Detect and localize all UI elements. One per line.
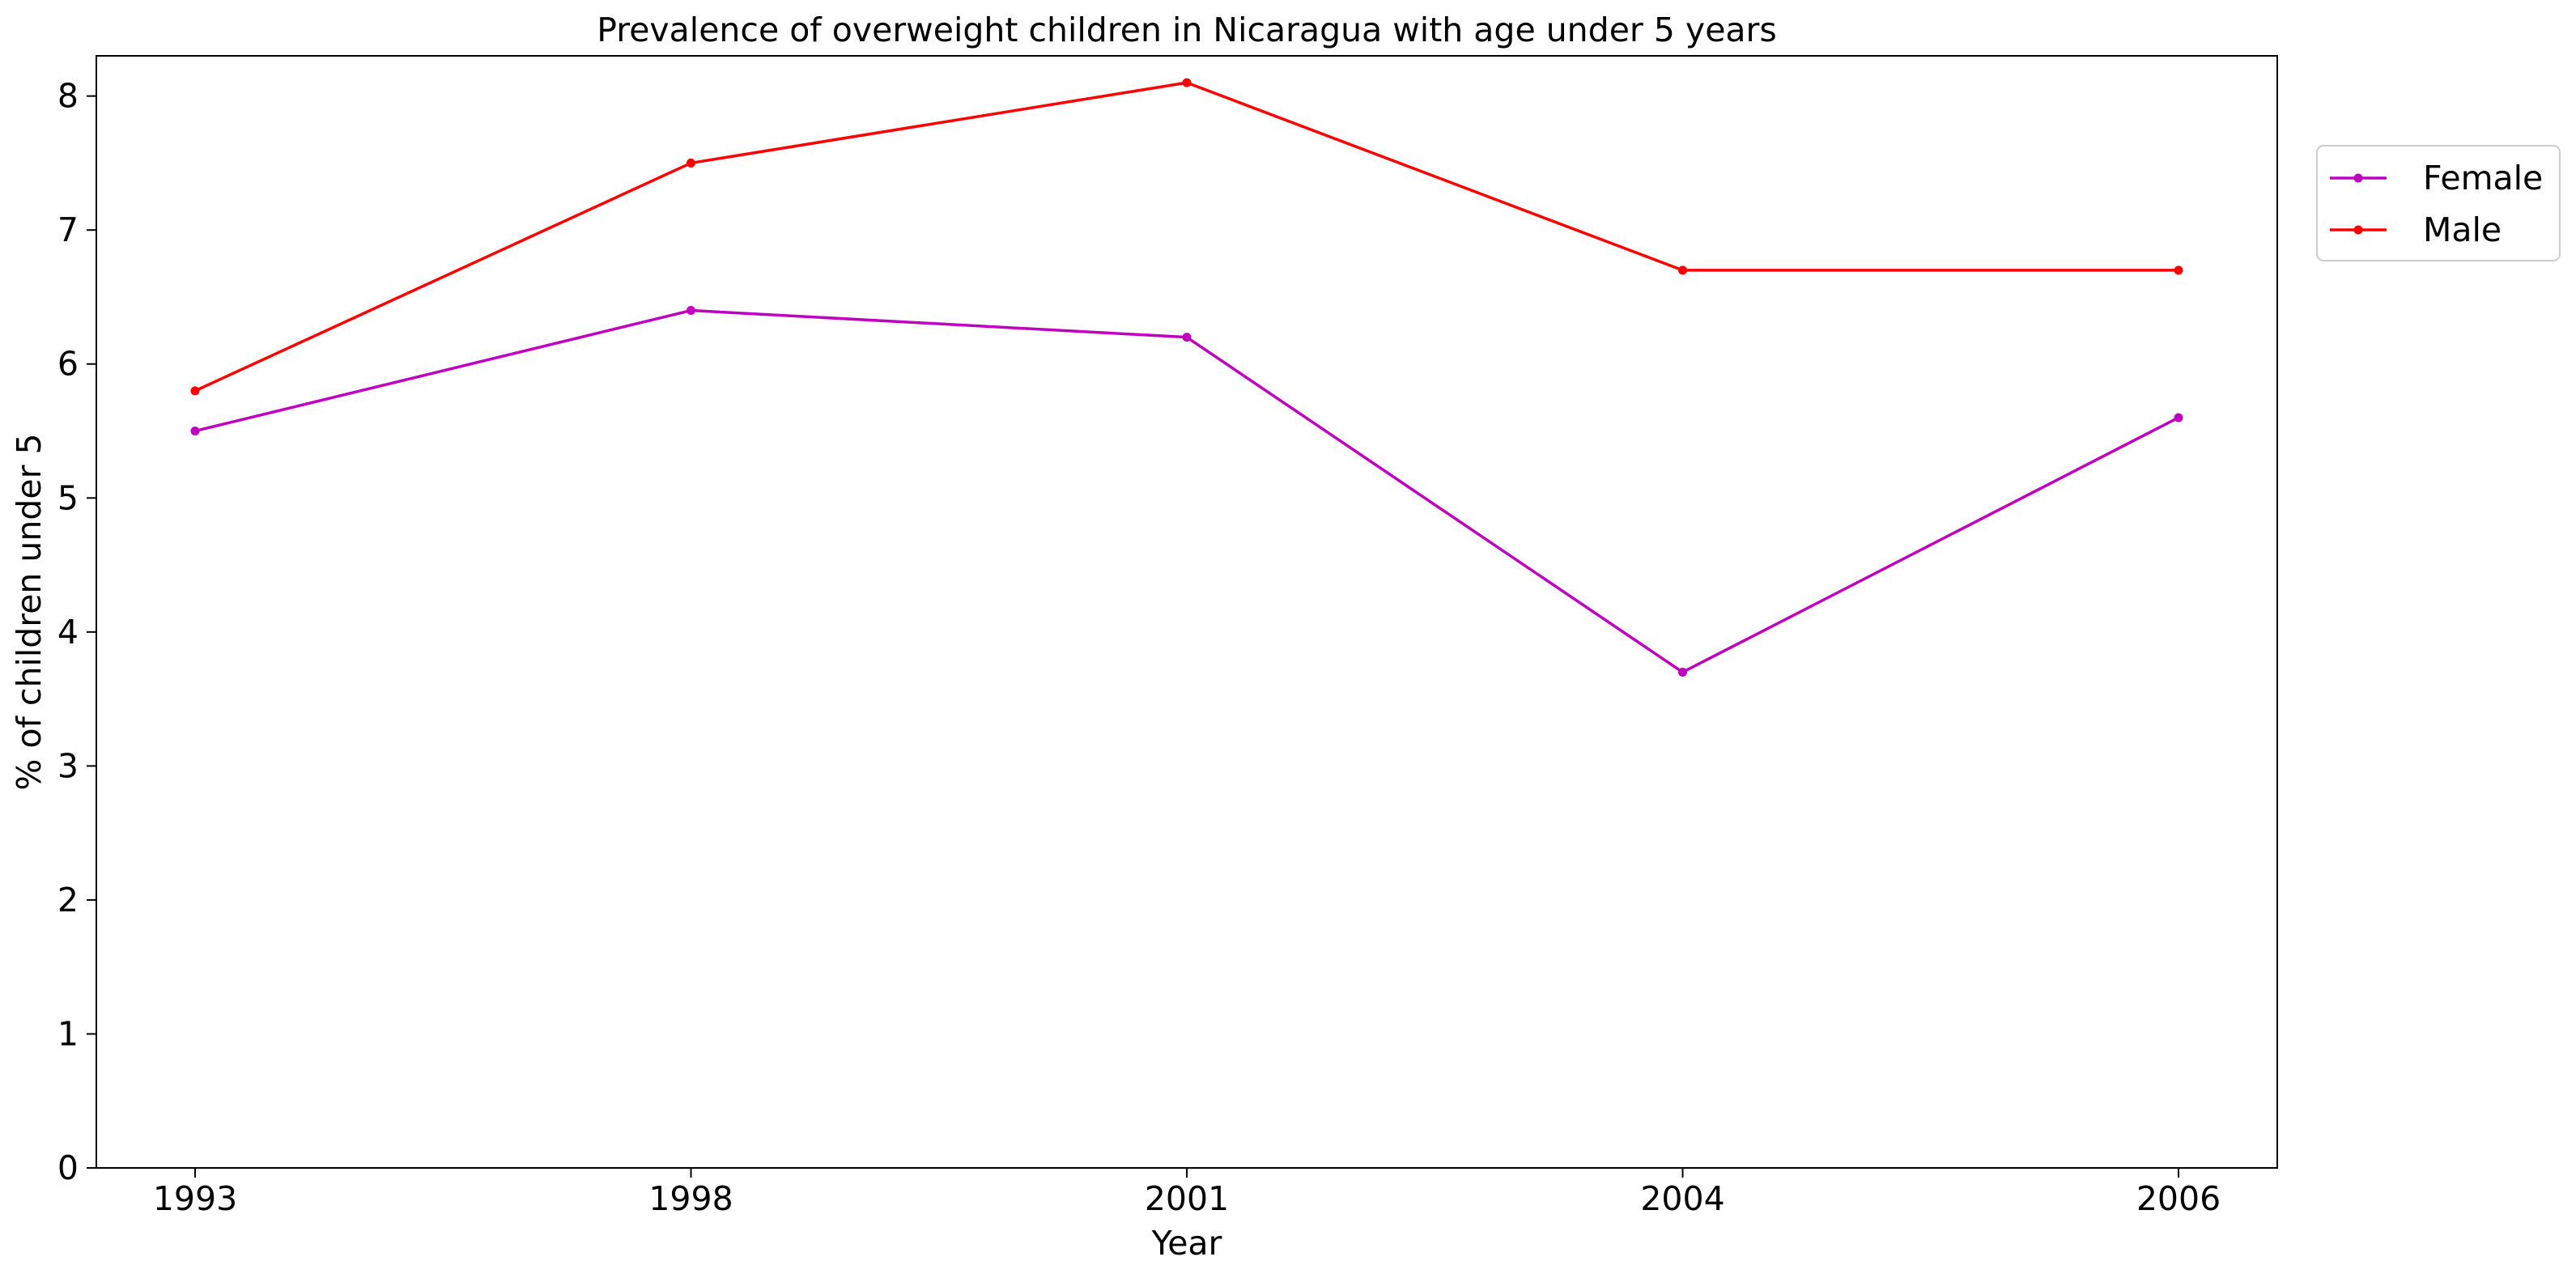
data-point-female (190, 427, 200, 436)
legend-box (2316, 145, 2561, 261)
legend-marker-female (2353, 173, 2363, 183)
y-tick-label: 6 (57, 345, 79, 384)
data-point-female (2174, 413, 2183, 422)
y-tick-label: 2 (57, 881, 79, 919)
data-point-male (1182, 78, 1192, 87)
y-tick-label: 1 (57, 1014, 79, 1053)
data-point-female (1678, 667, 1687, 677)
x-tick-label: 2004 (1640, 1179, 1724, 1218)
x-tick-label: 2001 (1145, 1179, 1229, 1218)
y-axis-label: % of children under 5 (10, 433, 49, 790)
legend-label-male: Male (2423, 210, 2502, 249)
y-tick-label: 0 (57, 1149, 79, 1187)
x-axis-label: Year (1151, 1224, 1222, 1263)
data-point-male (190, 386, 200, 396)
legend-label-female: Female (2423, 159, 2543, 197)
series-markers (190, 78, 2183, 677)
plot-frame (96, 55, 2278, 1169)
data-point-male (1678, 265, 1687, 275)
data-point-female (1182, 333, 1192, 342)
y-tick-label: 5 (57, 478, 79, 517)
x-axis: 1993 1998 2001 2004 2006 (153, 1168, 2221, 1218)
legend-marker-male (2353, 225, 2363, 235)
y-tick-label: 3 (57, 746, 79, 785)
y-axis: 0 1 2 3 4 5 6 7 8 (57, 77, 96, 1187)
data-point-female (687, 306, 695, 316)
x-tick-label: 1993 (153, 1179, 237, 1218)
x-tick-label: 2006 (2136, 1179, 2221, 1218)
x-tick-label: 1998 (648, 1179, 733, 1218)
data-point-male (687, 158, 695, 168)
y-tick-label: 8 (57, 77, 79, 116)
plot-area: 0 1 2 3 4 5 6 7 8 1993 1998 2001 2004 2006 (57, 55, 2278, 1218)
y-tick-label: 4 (57, 613, 79, 652)
legend: Female Male (2316, 145, 2561, 261)
y-tick-label: 7 (57, 210, 79, 249)
data-point-male (2174, 265, 2183, 275)
chart-title: Prevalence of overweight children in Nic… (597, 11, 1777, 49)
